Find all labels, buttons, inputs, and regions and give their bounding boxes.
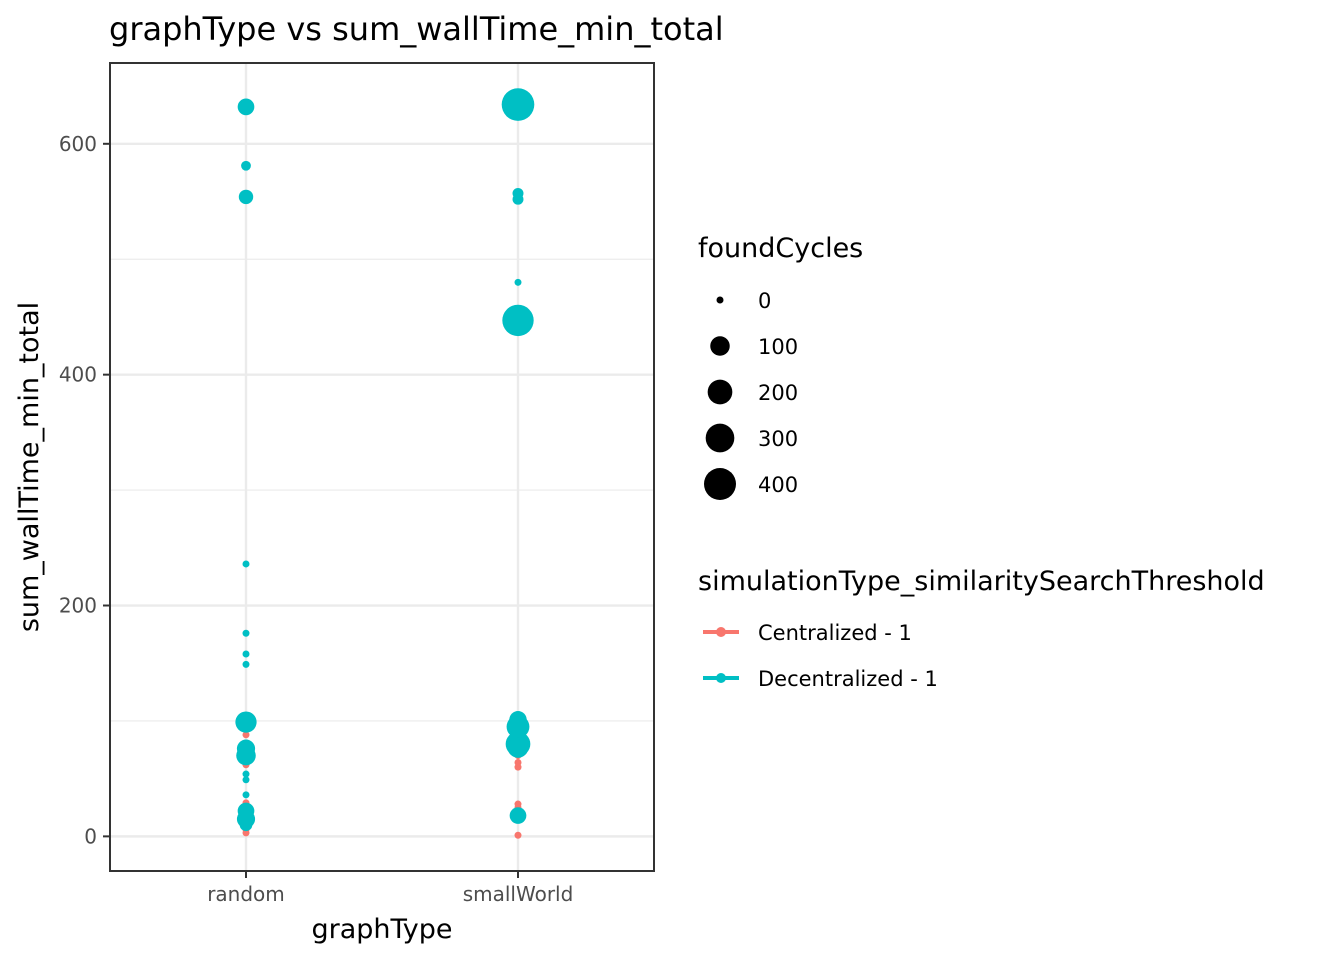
color-legend-key-point <box>716 673 726 683</box>
data-point <box>514 763 522 771</box>
y-tick-label: 0 <box>84 824 97 848</box>
data-point <box>242 776 250 784</box>
size-legend: foundCycles 0 100 200 300 400 <box>698 233 863 500</box>
size-legend-label: 300 <box>758 427 798 451</box>
plot-background <box>110 63 654 871</box>
x-axis-title: graphType <box>311 914 452 945</box>
size-legend-label: 0 <box>758 289 771 313</box>
data-point <box>514 831 522 839</box>
data-point <box>512 193 524 205</box>
size-legend-label: 400 <box>758 473 798 497</box>
data-point <box>502 304 534 337</box>
y-axis-title: sum_wallTime_min_total <box>14 302 45 632</box>
size-legend-key <box>710 336 730 356</box>
data-point <box>242 791 250 799</box>
data-point <box>236 745 256 766</box>
color-legend-key-point <box>716 627 726 637</box>
data-point <box>241 160 251 171</box>
data-point <box>507 737 529 758</box>
color-legend-label: Decentralized - 1 <box>758 667 938 691</box>
size-legend-key <box>705 423 735 453</box>
data-point <box>238 189 254 205</box>
data-point <box>242 650 250 658</box>
data-point <box>242 660 250 668</box>
data-point <box>242 560 250 568</box>
data-point <box>242 770 250 778</box>
size-legend-label: 100 <box>758 335 798 359</box>
data-point <box>501 88 535 121</box>
y-tick-label: 400 <box>59 363 97 387</box>
data-point <box>237 98 255 116</box>
data-point <box>242 731 250 739</box>
x-tick-label: random <box>207 882 285 906</box>
color-legend: simulationType_similaritySearchThreshold… <box>698 566 1265 691</box>
chart-title: graphType vs sum_wallTime_min_total <box>109 10 724 48</box>
axes: 0 200 400 600 random smallWorld <box>59 132 573 906</box>
data-point <box>235 711 257 733</box>
color-legend-label: Centralized - 1 <box>758 621 912 645</box>
data-point <box>509 807 527 824</box>
size-legend-key <box>707 379 733 405</box>
color-legend-title: simulationType_similaritySearchThreshold <box>698 566 1265 597</box>
data-point <box>514 278 522 286</box>
y-tick-label: 600 <box>59 132 97 156</box>
plot-panel-border <box>109 62 655 872</box>
size-legend-key <box>716 296 724 304</box>
data-point <box>239 818 253 832</box>
data-point <box>242 629 250 637</box>
x-tick-label: smallWorld <box>463 882 574 906</box>
size-legend-label: 200 <box>758 381 798 405</box>
data-points <box>235 88 535 839</box>
y-tick-label: 200 <box>59 594 97 618</box>
data-point <box>506 715 530 739</box>
size-legend-title: foundCycles <box>698 233 863 264</box>
size-legend-key <box>704 468 736 500</box>
data-point <box>242 829 250 837</box>
grid-lines <box>110 63 654 871</box>
